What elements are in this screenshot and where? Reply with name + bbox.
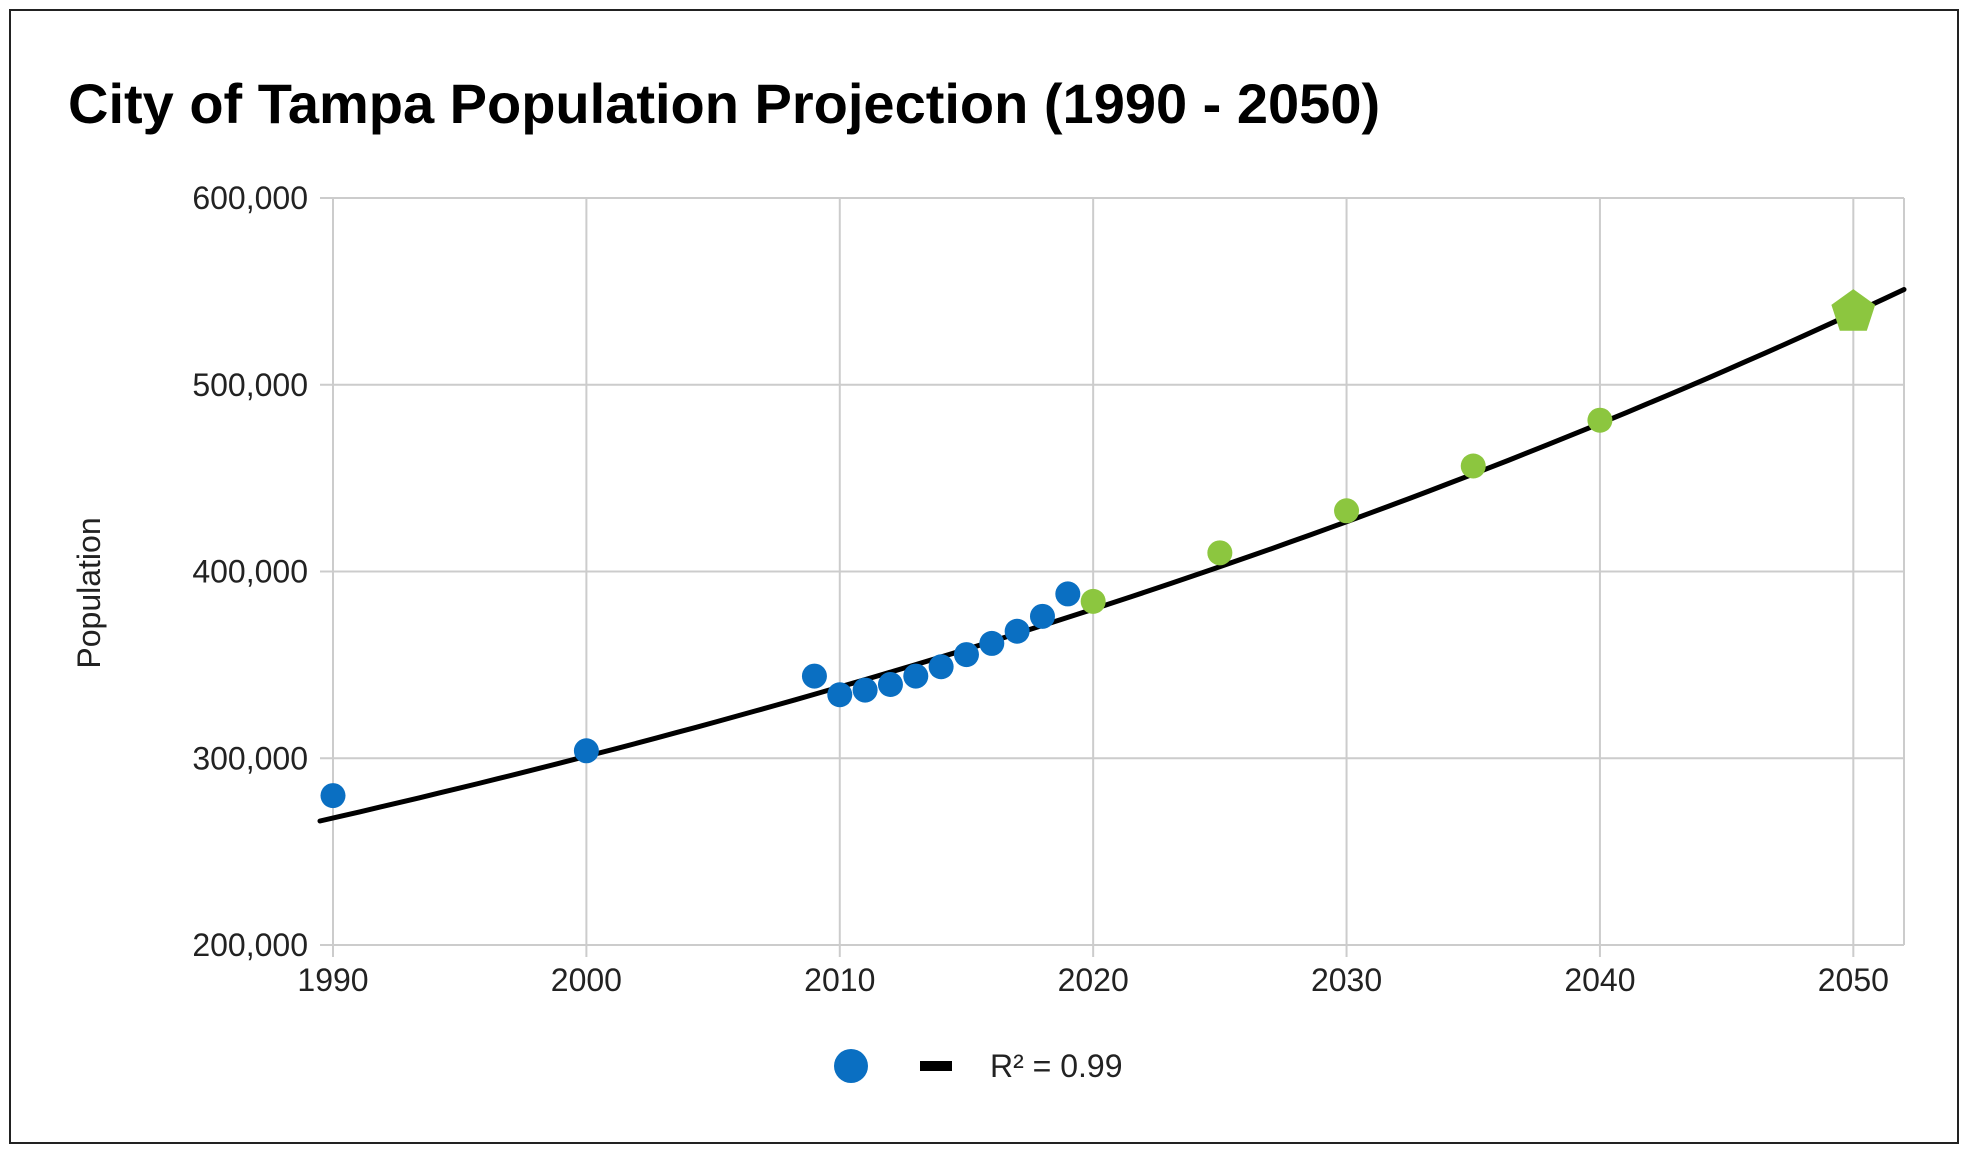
- trendline: [317, 287, 1907, 824]
- data-point-2019: [1055, 581, 1081, 607]
- x-tick-label: 2010: [804, 962, 875, 998]
- y-tick-label: 600,000: [192, 180, 308, 216]
- y-tick-label: 300,000: [192, 740, 308, 776]
- data-point-1990: [320, 783, 346, 809]
- data-point-2018: [1029, 603, 1055, 629]
- data-point-2015: [953, 642, 979, 668]
- data-point-2025: [1207, 540, 1233, 566]
- data-point-2012: [877, 671, 903, 697]
- legend-marker-trendline: [920, 1061, 952, 1071]
- data-points: [320, 289, 1876, 809]
- x-tick-label: 2000: [551, 962, 622, 998]
- data-point-2020: [1080, 588, 1106, 614]
- y-axis-title: Population: [71, 517, 107, 668]
- x-tick-label: 2030: [1311, 962, 1382, 998]
- y-tick-label: 400,000: [192, 554, 308, 590]
- x-tick-labels: 1990 2000 2010 2020 2030 2040 2050: [297, 962, 1889, 998]
- data-point-2011: [852, 677, 878, 703]
- data-point-2017: [1004, 618, 1030, 644]
- legend-marker-points: [834, 1049, 868, 1083]
- legend: R² = 0.99: [834, 1048, 1123, 1084]
- x-tick-label: 2020: [1058, 962, 1129, 998]
- legend-label-trendline: R² = 0.99: [990, 1048, 1123, 1084]
- data-point-2010: [827, 682, 853, 708]
- data-point-2035: [1460, 453, 1486, 479]
- y-tick-label: 200,000: [192, 927, 308, 963]
- y-tick-label: 500,000: [192, 367, 308, 403]
- data-point-2030: [1334, 498, 1360, 524]
- y-tick-labels: 200,000 300,000 400,000 500,000 600,000: [192, 180, 308, 963]
- x-tick-label: 2050: [1818, 962, 1889, 998]
- chart-title: City of Tampa Population Projection (199…: [68, 72, 1381, 135]
- data-point-2000: [573, 738, 599, 764]
- data-point-2016: [979, 630, 1005, 656]
- data-point-2013: [903, 663, 929, 689]
- x-tick-label: 1990: [297, 962, 368, 998]
- grid-lines: [320, 197, 1905, 957]
- data-point-2050: [1831, 289, 1876, 331]
- x-tick-label: 2040: [1564, 962, 1635, 998]
- data-point-2014: [928, 654, 954, 680]
- data-point-2040: [1587, 407, 1613, 433]
- data-point-2009: [801, 663, 827, 689]
